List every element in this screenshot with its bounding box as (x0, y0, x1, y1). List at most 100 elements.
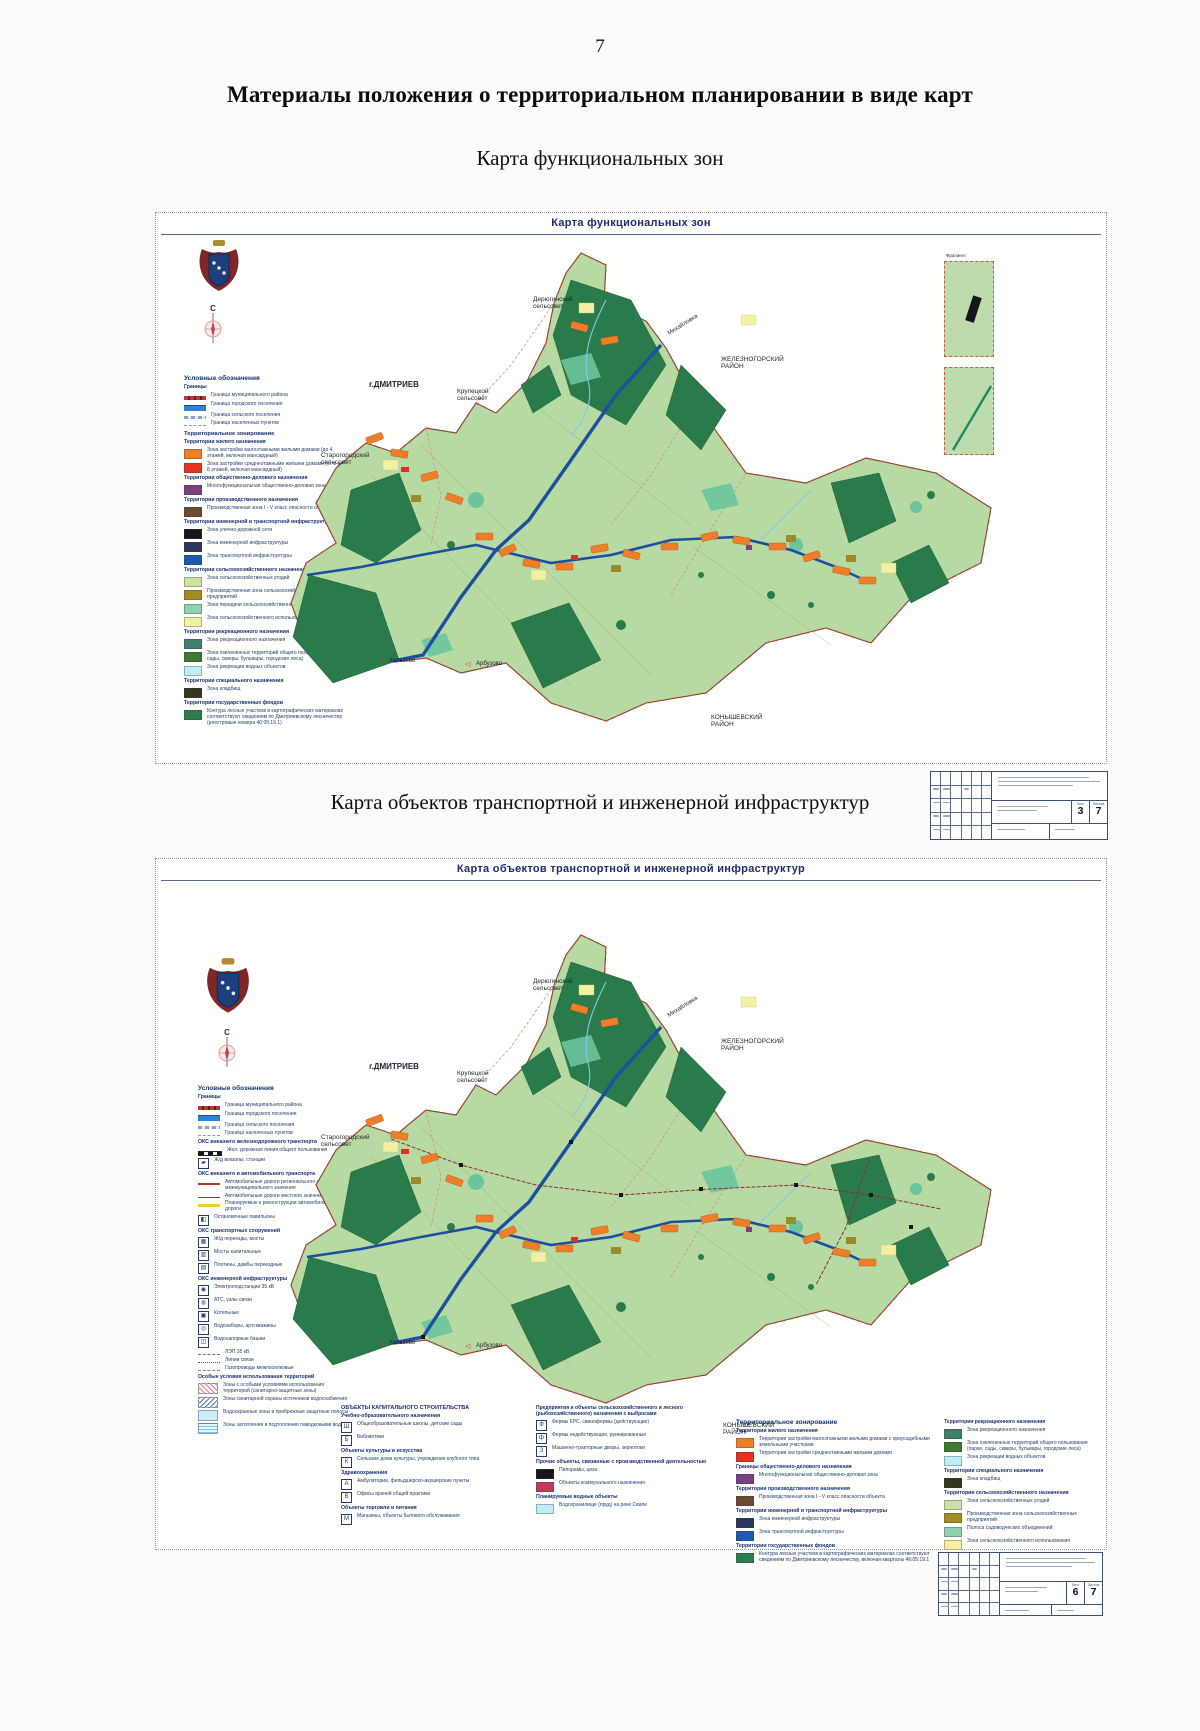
legend-item: Жел. дорожная линия общего пользования (198, 1146, 350, 1156)
legend-swatch (198, 1204, 220, 1207)
legend-item: А Амбулатории, фельдшерско-акушерские пун… (341, 1478, 523, 1490)
legend-item: Автомобильные дороги местного значения (198, 1192, 350, 1200)
legend-item: Зона озелененных территорий общего польз… (184, 650, 346, 663)
legend-item-label: Производственная зона сельскохозяйственн… (967, 1510, 1077, 1523)
legend-item: Водохранилище (пруд) на реке Свапе (536, 1501, 716, 1514)
legend-symbol-icon: К (341, 1456, 352, 1468)
legend-item-label: Зона рекреации водных объектов (967, 1453, 1046, 1460)
legend-item: М Магазины, объекты бытового обслуживания (341, 1513, 523, 1525)
legend-swatch (198, 1409, 218, 1421)
compass-north-label: С (224, 1028, 230, 1037)
legend-item-label: Объекты коммунального назначения (559, 1479, 645, 1486)
legend-item: Зона кладбищ (184, 685, 346, 698)
legend-title: Условные обозначения (184, 375, 260, 382)
legend-item: Граница городского поселения (184, 401, 346, 411)
legend-item-label: Машинно-тракторные дворы, зернотоки (552, 1445, 645, 1451)
legend-item-label: Газопроводы межпоселковые (225, 1364, 294, 1371)
legend-swatch (184, 687, 202, 698)
legend-swatch (736, 1437, 754, 1448)
legend-item: Зона улично-дорожной сети (184, 527, 346, 540)
legend-symbol-icon: М (341, 1513, 352, 1525)
legend-item-label: Зона застройки малоэтажными жилыми домам… (207, 446, 333, 459)
map2-artwork: Дерюгинский сельсовет Михайловка ЖЕЛЕЗНОГОР… (271, 927, 996, 1442)
legend-item: ▣ Котельные (198, 1310, 350, 1323)
legend-item: Контура лесных участков в картографическ… (736, 1550, 934, 1564)
legend-item-label: Производственная зона I - V класс опасно… (207, 505, 333, 512)
map1-legend: Условные обозначения Границы Граница муни… (184, 375, 346, 728)
legend-symbol-icon: ф (536, 1433, 547, 1444)
legend-group-header: Территории производственного назначения (736, 1485, 850, 1492)
legend-item: Граница муниципального района (198, 1102, 350, 1110)
sheets-total: 7 (1090, 1586, 1097, 1599)
legend-item-label: Полоса садоводческих объединений (967, 1524, 1053, 1531)
legend-item: Многофункциональная общественно-деловая … (184, 483, 346, 496)
page-heading: Материалы положения о территориальном пл… (227, 82, 973, 107)
legend-title: ОБЪЕКТЫ КАПИТАЛЬНОГО СТРОИТЕЛЬСТВА (341, 1405, 470, 1411)
legend-item: Б Библиотеки (341, 1433, 523, 1446)
legend-item-label: Граница городского поселения (225, 1110, 297, 1117)
legend-swatch (536, 1503, 554, 1514)
stamp-total-cell: Листов 7 (1092, 802, 1105, 818)
legend-swatch (184, 577, 202, 588)
legend-symbol-icon: А (341, 1478, 352, 1490)
legend-swatch (184, 617, 202, 628)
legend-swatch (198, 1125, 220, 1129)
legend-item-label: Автомобильные дороги местного значения (225, 1192, 325, 1199)
north-compass: С (214, 1029, 240, 1072)
legend-item-label: Территории застройки малоэтажными жилыми… (759, 1435, 930, 1448)
legend-item: Линии связи (198, 1357, 350, 1364)
legend-item-label: Зона застройки среднеэтажными жилыми дом… (207, 460, 344, 473)
legend-item-label: Территории застройки среднеэтажными жилы… (759, 1449, 892, 1456)
legend-item-label: АТС, узлы связи (214, 1297, 252, 1304)
legend-item-label: Зона рекреации водных объектов (207, 663, 286, 670)
legend-item: ◍ АТС, узлы связи (198, 1297, 350, 1310)
legend-item-label: Библиотеки (357, 1433, 385, 1440)
legend-symbol-icon: ◫ (198, 1337, 209, 1349)
map-place-label: Арбузово (476, 661, 503, 667)
map-place-label: Старогородский сельсовет (321, 451, 370, 466)
legend-item-label: Водонапорные башни (214, 1336, 266, 1343)
legend-swatch (944, 1442, 962, 1452)
legend-item-label: Контура лесных участков в картографическ… (759, 1550, 930, 1563)
legend-group-header: Территории рекреационного назначения (184, 629, 290, 636)
map2-legend: Условные обозначения Границы Граница муни… (198, 1085, 350, 1436)
legend-group-header: Территории специального назначения (184, 677, 284, 684)
legend-group-header: Территории жилого назначения (736, 1428, 818, 1434)
legend-item-label: Зона инженерной инфраструктуры (207, 540, 289, 547)
legend-item: Зона застройки малоэтажными жилыми домам… (184, 446, 346, 460)
legend-group-header: Территории государственных фондов (184, 699, 284, 706)
legend-item-label: Граница сельского поселения (225, 1121, 295, 1128)
legend-item: Объекты коммунального назначения (536, 1479, 716, 1492)
compass-north-label: С (210, 304, 216, 313)
legend-item-label: Плотины, дамбы переездные (214, 1262, 283, 1269)
legend-swatch (736, 1552, 754, 1563)
legend-item-label: Мосты капитальные (214, 1249, 262, 1256)
map-place-label: ЖЕЛЕЗНОГОРСКИЙ РАЙОН (721, 1036, 784, 1052)
legend-swatch (198, 1382, 218, 1394)
legend-group-header: Территории жилого назначения (184, 438, 266, 445)
legend-item-label: Водохранилище (пруд) на реке Свапе (559, 1501, 647, 1508)
legend-group-header: Особые условия использования территорий (198, 1373, 315, 1380)
legend-item-label: Зона кладбищ (967, 1475, 1001, 1482)
legend-symbol-icon: З (536, 1446, 547, 1457)
legend-group-header: ОКС внешнего и автомобильного транспорта (198, 1170, 316, 1177)
map-place-label: Михайловка (666, 994, 699, 1018)
legend-item-label: Жел. дорожная линия общего пользования (227, 1146, 328, 1153)
legend-title: Территории рекреационного назначения (944, 1419, 1046, 1425)
legend-item: Граница населенных пунктов (198, 1130, 350, 1137)
legend-item: ◫ Водонапорные башни (198, 1336, 350, 1349)
legend-item-label: Зона сельскохозяйственного использования (967, 1537, 1071, 1544)
legend-symbol-icon: ▦ (198, 1237, 209, 1249)
legend-symbol-icon: ▰ (198, 1157, 209, 1169)
legend-group-header: ОКС инженерной инфраструктуры (198, 1276, 288, 1283)
legend-item: Зона рекреационного назначения (184, 637, 346, 650)
legend-item-label: Зона кладбищ (207, 685, 241, 692)
map1-title-rule (161, 234, 1101, 235)
legend-swatch (184, 529, 202, 540)
legend-group-header: Территории производственного назначения (184, 497, 298, 504)
legend-item-label: Зоны санитарной охраны источников водосн… (223, 1395, 348, 1402)
legend-swatch (736, 1473, 754, 1484)
legend-swatch (944, 1512, 962, 1523)
stamp-revision-grid (931, 772, 992, 839)
legend-symbol-icon: ◉ (198, 1285, 209, 1297)
